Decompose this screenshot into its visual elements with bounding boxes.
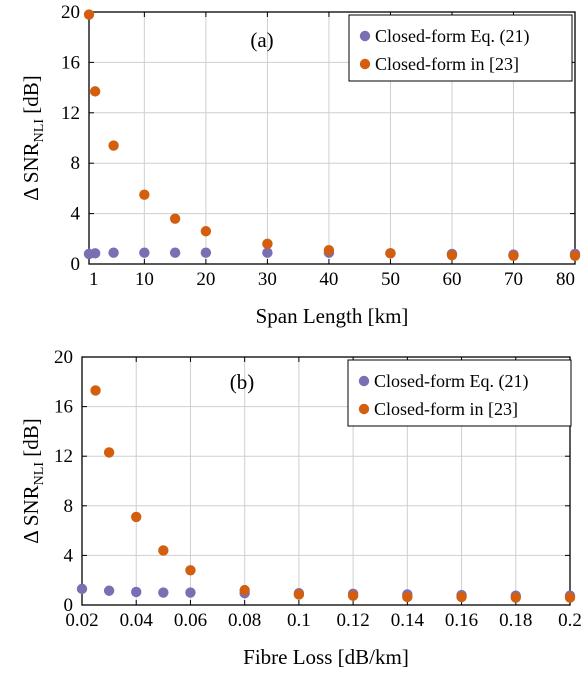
y-tick-label: 4 xyxy=(64,545,74,566)
legend-marker xyxy=(359,30,371,42)
y-tick-label: 0 xyxy=(71,254,81,275)
x-tick-label: 30 xyxy=(258,269,277,290)
legend-label: Closed-form in [23] xyxy=(374,399,518,419)
x-tick-label: 0.08 xyxy=(228,610,261,631)
panel-label: (b) xyxy=(230,370,255,394)
x-tick-label: 0.12 xyxy=(336,610,369,631)
data-point-series-2 xyxy=(239,584,250,596)
data-point-series-2 xyxy=(139,189,150,200)
data-point-series-1 xyxy=(131,586,142,598)
data-point-series-1 xyxy=(158,587,169,598)
data-point-series-2 xyxy=(83,9,95,20)
x-tick-label: 60 xyxy=(442,269,461,290)
plot-frame xyxy=(88,11,576,265)
x-tick-label: 40 xyxy=(319,269,338,290)
panel-a: 1 10 20 30 40 50 60 70 80 0 4 8 12 16 20 Span Length [k… xyxy=(19,2,581,328)
data-point-series-2 xyxy=(89,86,101,97)
legend-label: Closed-form Eq. (21) xyxy=(375,26,529,47)
x-tick-label: 80 xyxy=(556,269,575,290)
data-point-series-1 xyxy=(89,248,101,259)
data-point-series-1 xyxy=(200,247,212,258)
data-point-series-2 xyxy=(200,226,212,237)
panel-b: 0.02 0.04 0.06 0.08 0.1 0.12 0.14 0.16 0.18 0.2 0 4… xyxy=(19,347,582,669)
y-axis-label-main: Δ SNR xyxy=(19,485,43,543)
panel-label: (a) xyxy=(250,28,273,52)
y-axis-label-subscript: NLI xyxy=(32,462,47,486)
legend: Closed-form Eq. (21) Closed-form in [23] xyxy=(347,359,572,427)
x-tick-label: 50 xyxy=(381,269,400,290)
y-tick-label: 12 xyxy=(54,446,73,467)
data-point-series-1 xyxy=(139,247,150,258)
x-tick-label: 0.16 xyxy=(445,610,478,631)
data-point-series-2 xyxy=(262,238,273,250)
y-axis-label-main: Δ SNR xyxy=(19,142,43,200)
data-point-series-2 xyxy=(385,248,396,259)
data-point-series-2 xyxy=(185,565,196,576)
x-tick-label: 1 xyxy=(89,269,99,290)
legend-box xyxy=(347,359,572,427)
x-tick-label: 70 xyxy=(504,269,523,290)
y-tick-label: 8 xyxy=(64,496,74,517)
data-point-series-2 xyxy=(131,511,142,523)
data-point-series-1 xyxy=(262,247,273,258)
x-tick-label: 0.14 xyxy=(391,610,425,631)
data-point-series-2 xyxy=(456,591,467,603)
x-tick-label: 10 xyxy=(135,269,154,290)
data-point-series-2 xyxy=(323,244,335,256)
data-point-series-2 xyxy=(508,250,519,262)
y-axis-label-subscript: NLI xyxy=(32,119,47,143)
legend-label: Closed-form Eq. (21) xyxy=(374,371,528,392)
y-axis-label-unit: [dB] xyxy=(19,75,43,119)
x-tick-label: 0.18 xyxy=(499,610,532,631)
data-point-series-2 xyxy=(446,249,458,261)
data-point-series-2 xyxy=(293,589,305,600)
x-tick-label: 0.1 xyxy=(287,610,311,631)
y-tick-label: 12 xyxy=(61,103,80,124)
x-axis-label: Fibre Loss [dB/km] xyxy=(243,645,409,669)
y-tick-label: 16 xyxy=(61,52,80,73)
data-point-series-2 xyxy=(103,447,115,458)
legend-label: Closed-form in [23] xyxy=(375,54,519,74)
x-tick-label: 0.06 xyxy=(174,610,207,631)
legend-marker xyxy=(358,403,370,415)
y-tick-label: 0 xyxy=(64,595,74,616)
y-axis-label: Δ SNRNLI [dB] xyxy=(19,418,47,544)
y-tick-label: 16 xyxy=(54,397,73,418)
data-point-series-2 xyxy=(169,213,181,224)
x-tick-label: 0.02 xyxy=(65,610,98,631)
data-point-series-2 xyxy=(347,590,359,601)
y-axis-label-unit: [dB] xyxy=(19,418,43,462)
plot-frame xyxy=(81,356,571,606)
data-point-series-1 xyxy=(103,585,115,596)
y-tick-label: 8 xyxy=(71,153,81,174)
legend-box xyxy=(348,14,573,82)
y-axis-label: Δ SNRNLI [dB] xyxy=(19,75,47,201)
data-point-series-1 xyxy=(169,247,181,258)
y-tick-label: 4 xyxy=(71,204,81,225)
y-tick-label: 20 xyxy=(61,2,80,23)
legend: Closed-form Eq. (21) Closed-form in [23] xyxy=(348,14,573,82)
data-point-series-2 xyxy=(402,591,413,603)
data-point-series-2 xyxy=(569,250,581,262)
x-tick-label: 0.2 xyxy=(558,610,582,631)
data-point-series-2 xyxy=(90,385,101,396)
data-point-series-2 xyxy=(158,545,169,556)
x-tick-label: 20 xyxy=(196,269,215,290)
data-point-series-1 xyxy=(76,583,88,595)
y-tick-label: 20 xyxy=(54,347,73,368)
data-point-series-2 xyxy=(108,140,119,151)
data-point-series-2 xyxy=(510,592,521,603)
data-point-series-1 xyxy=(108,247,119,258)
x-axis-label: Span Length [km] xyxy=(256,304,409,328)
data-point-series-2 xyxy=(564,592,576,603)
data-point-series-1 xyxy=(185,587,196,598)
legend-marker xyxy=(359,58,371,70)
legend-marker xyxy=(358,375,370,387)
x-tick-label: 0.04 xyxy=(120,610,154,631)
